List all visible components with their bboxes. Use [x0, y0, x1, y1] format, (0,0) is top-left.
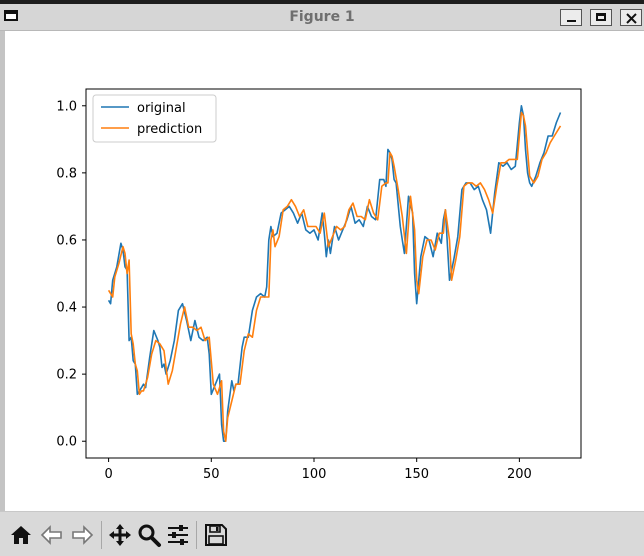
back-button[interactable]	[39, 522, 65, 548]
toolbar-separator	[196, 521, 197, 549]
x-tick-label: 150	[404, 467, 429, 482]
axes-frame	[85, 88, 582, 459]
forward-arrow-icon	[72, 525, 94, 545]
x-tick-label: 50	[203, 467, 220, 482]
line-chart[interactable]: 0 50 100 150 200 0.0 0.2 0.4 0.6 0.8 1.0 original …	[5, 31, 644, 511]
window-titlebar[interactable]: Figure 1	[0, 4, 644, 31]
maximize-button[interactable]	[590, 9, 612, 26]
close-icon	[626, 13, 637, 24]
minimize-button[interactable]	[560, 9, 582, 26]
home-button[interactable]	[8, 522, 34, 548]
y-tick-label: 0.4	[56, 301, 77, 316]
home-icon	[11, 526, 31, 544]
configure-subplots-icon	[168, 525, 188, 545]
window-left-border	[0, 31, 5, 511]
zoom-button[interactable]	[136, 522, 162, 548]
figure-canvas[interactable]: 0 50 100 150 200 0.0 0.2 0.4 0.6 0.8 1.0 original …	[5, 31, 644, 511]
x-tick-label: 200	[507, 467, 532, 482]
window-menu-icon[interactable]	[4, 10, 18, 21]
navigation-toolbar	[0, 511, 644, 556]
tick-layer: 0 50 100 150 200 0.0 0.2 0.4 0.6 0.8 1.0	[56, 99, 531, 482]
maximize-icon	[596, 13, 606, 21]
series-line-prediction	[107, 111, 562, 442]
x-tick-label: 0	[104, 467, 112, 482]
y-tick-label: 0.0	[56, 435, 77, 450]
y-tick-label: 1.0	[56, 99, 77, 114]
pan-move-icon	[109, 524, 131, 546]
legend-label-prediction: prediction	[137, 122, 202, 137]
save-disk-icon	[205, 524, 227, 546]
close-button[interactable]	[620, 9, 642, 26]
y-tick-label: 0.8	[56, 166, 77, 181]
zoom-magnifier-icon	[138, 524, 161, 547]
toolbar-separator	[101, 521, 102, 549]
series-line-original	[107, 105, 562, 442]
pan-button[interactable]	[107, 522, 133, 548]
back-arrow-icon	[40, 525, 62, 545]
y-tick-label: 0.2	[56, 368, 77, 383]
legend: original prediction	[92, 94, 217, 143]
save-button[interactable]	[203, 522, 229, 548]
screen-top-edge	[0, 0, 644, 4]
configure-subplots-button[interactable]	[165, 522, 191, 548]
series-layer	[107, 105, 562, 442]
minimize-icon	[567, 20, 576, 22]
window-title: Figure 1	[289, 9, 355, 25]
forward-button[interactable]	[69, 522, 95, 548]
y-tick-label: 0.6	[56, 233, 77, 248]
legend-label-original: original	[137, 101, 186, 116]
x-tick-label: 100	[302, 467, 327, 482]
